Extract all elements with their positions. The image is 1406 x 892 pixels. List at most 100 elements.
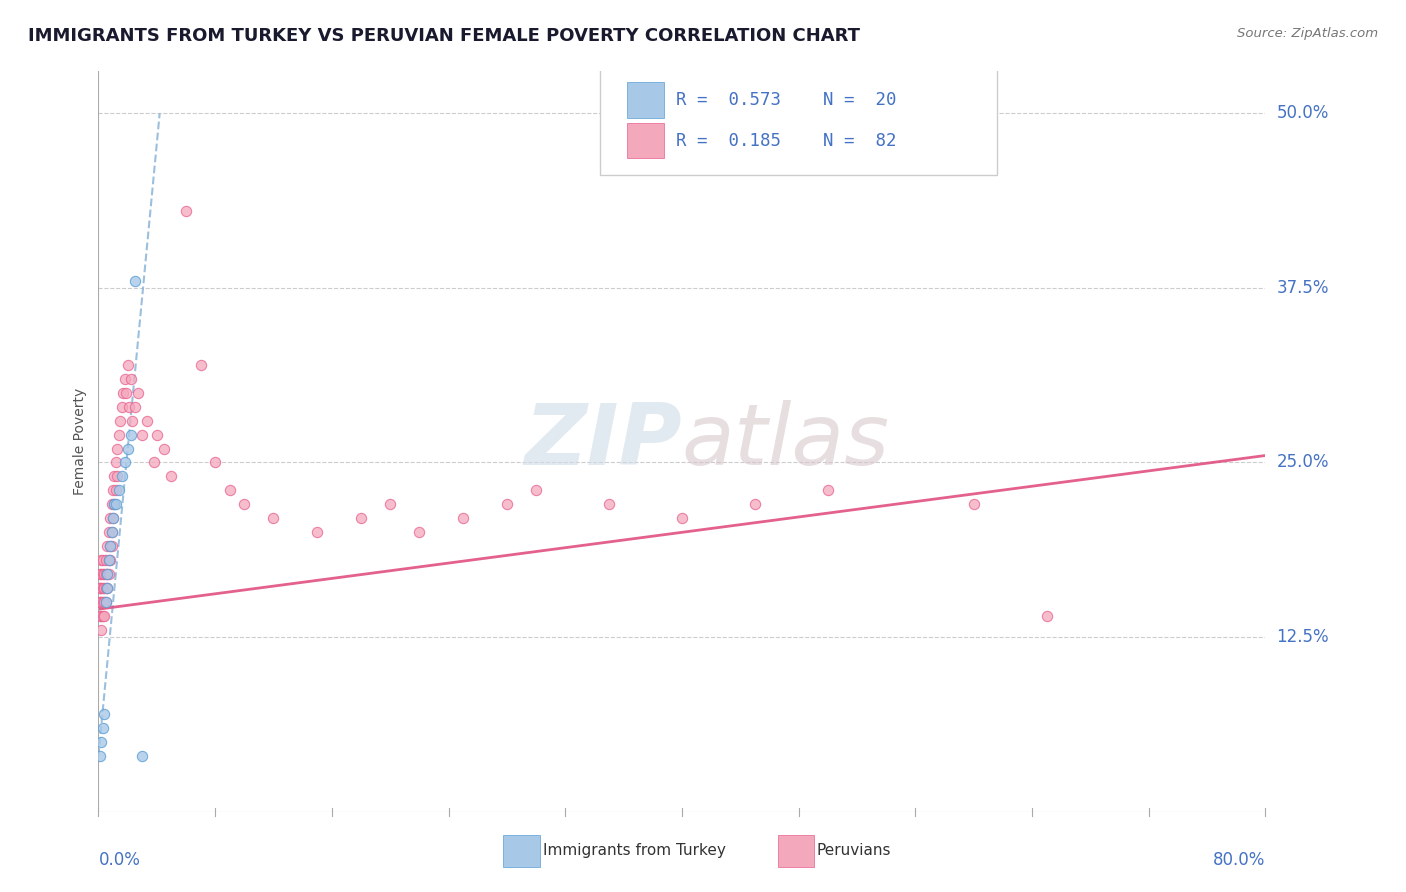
Point: [100, 539, 122, 553]
Point: [120, 427, 142, 442]
Point: [89, 581, 111, 595]
Point: [111, 400, 134, 414]
Point: [100, 525, 122, 540]
Point: [93, 595, 115, 609]
Point: [190, 358, 212, 372]
Point: [103, 497, 125, 511]
Point: [98, 511, 121, 525]
Point: [101, 483, 124, 498]
FancyBboxPatch shape: [627, 82, 665, 118]
FancyBboxPatch shape: [600, 64, 997, 175]
Text: 37.5%: 37.5%: [1277, 279, 1329, 297]
Point: [204, 455, 226, 469]
Point: [174, 204, 197, 219]
Point: [91, 567, 114, 582]
Point: [105, 469, 128, 483]
FancyBboxPatch shape: [627, 123, 665, 159]
Point: [524, 483, 547, 498]
Point: [89, 595, 111, 609]
Text: 50.0%: 50.0%: [1277, 104, 1329, 122]
Point: [103, 469, 125, 483]
Point: [96, 567, 118, 582]
Point: [90, 581, 112, 595]
Point: [114, 372, 136, 386]
Point: [1035, 609, 1057, 624]
Point: [131, 748, 153, 763]
Point: [131, 427, 153, 442]
Point: [112, 385, 135, 400]
Point: [100, 525, 122, 540]
Point: [451, 511, 474, 525]
Point: [744, 497, 766, 511]
Point: [97, 553, 120, 567]
Point: [153, 442, 176, 456]
Point: [96, 539, 118, 553]
Point: [93, 706, 115, 721]
Point: [89, 609, 111, 624]
Point: [117, 442, 139, 456]
Point: [96, 581, 118, 595]
Point: [91, 721, 114, 735]
Point: [90, 553, 112, 567]
Point: [89, 595, 111, 609]
Point: [598, 497, 620, 511]
Point: [93, 581, 115, 595]
Point: [380, 497, 402, 511]
Point: [135, 414, 157, 428]
Text: 80.0%: 80.0%: [1213, 851, 1265, 869]
Point: [962, 497, 984, 511]
Point: [817, 483, 839, 498]
Point: [408, 525, 430, 540]
Text: 25.0%: 25.0%: [1277, 453, 1329, 472]
Text: Source: ZipAtlas.com: Source: ZipAtlas.com: [1237, 27, 1378, 40]
Point: [118, 400, 141, 414]
Point: [97, 567, 120, 582]
Point: [94, 553, 117, 567]
Point: [110, 414, 132, 428]
Text: R =  0.573    N =  20: R = 0.573 N = 20: [676, 91, 897, 109]
Point: [91, 581, 114, 595]
Point: [121, 414, 143, 428]
Point: [105, 442, 128, 456]
Point: [94, 595, 117, 609]
Point: [104, 455, 127, 469]
Point: [111, 469, 134, 483]
Point: [233, 497, 256, 511]
Text: IMMIGRANTS FROM TURKEY VS PERUVIAN FEMALE POVERTY CORRELATION CHART: IMMIGRANTS FROM TURKEY VS PERUVIAN FEMAL…: [28, 27, 860, 45]
Point: [100, 497, 122, 511]
Point: [96, 567, 118, 582]
Point: [90, 567, 112, 582]
Point: [93, 609, 115, 624]
Point: [307, 525, 329, 540]
Point: [114, 455, 136, 469]
Point: [160, 469, 183, 483]
Point: [124, 400, 146, 414]
Point: [350, 511, 373, 525]
Text: atlas: atlas: [682, 400, 890, 483]
Point: [89, 581, 111, 595]
Point: [104, 483, 127, 498]
Point: [97, 525, 120, 540]
Text: ZIP: ZIP: [524, 400, 682, 483]
Point: [142, 455, 165, 469]
Point: [104, 497, 127, 511]
Text: Peruvians: Peruvians: [817, 844, 891, 858]
Point: [98, 539, 121, 553]
Point: [117, 358, 139, 372]
Point: [101, 511, 124, 525]
Point: [671, 511, 693, 525]
Point: [90, 609, 112, 624]
Point: [91, 595, 114, 609]
Point: [91, 609, 114, 624]
Text: 12.5%: 12.5%: [1277, 628, 1329, 646]
Point: [90, 595, 112, 609]
Point: [262, 511, 284, 525]
Point: [94, 595, 117, 609]
Point: [115, 385, 138, 400]
Point: [93, 567, 115, 582]
Point: [101, 511, 124, 525]
Point: [90, 735, 112, 749]
Point: [89, 748, 111, 763]
Point: [108, 483, 131, 498]
Text: R =  0.185    N =  82: R = 0.185 N = 82: [676, 132, 897, 150]
